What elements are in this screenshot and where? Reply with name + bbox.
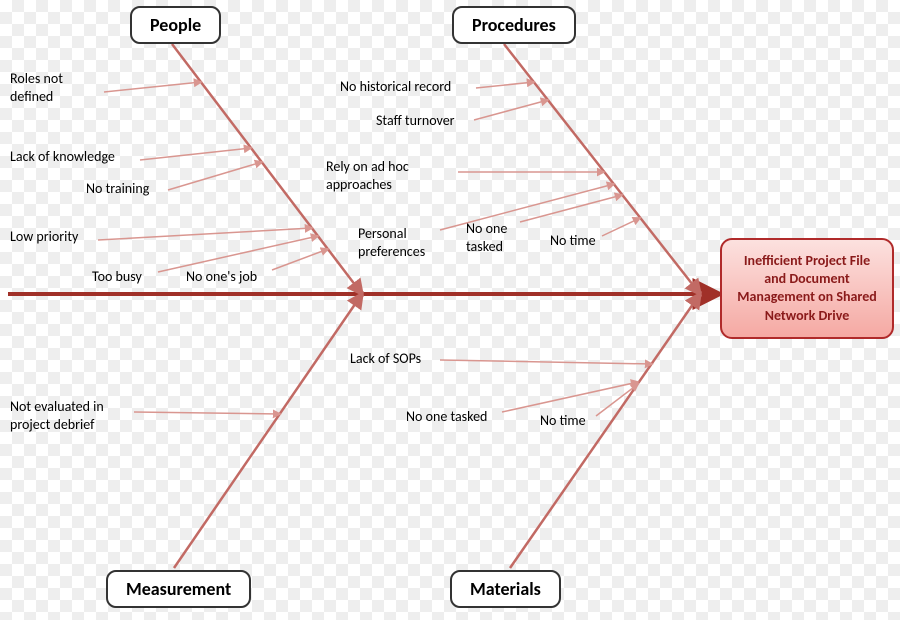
cause-label: No training	[86, 180, 149, 198]
cause-label: Lack of SOPs	[350, 350, 421, 368]
cause-label: Not evaluated in project debrief	[10, 398, 130, 433]
cause-label: Roles not defined	[10, 70, 90, 105]
cause-label: No one tasked	[466, 220, 526, 255]
cause-label: No time	[540, 412, 586, 430]
category-measurement: Measurement	[106, 570, 251, 608]
cause-label: No time	[550, 232, 596, 250]
cause-label: Staff turnover	[376, 112, 455, 130]
fishbone-diagram: People Procedures Measurement Materials …	[0, 0, 900, 620]
cause-label: Rely on ad hoc approaches	[326, 158, 446, 193]
effect-box: Inefficient Project File and Document Ma…	[720, 238, 894, 339]
cause-label: No one's job	[186, 268, 257, 286]
category-procedures: Procedures	[452, 6, 576, 44]
cause-label: No one tasked	[406, 408, 487, 426]
cause-label: Low priority	[10, 228, 78, 246]
cause-label: Lack of knowledge	[10, 148, 115, 166]
cause-label: Personal preferences	[358, 225, 450, 260]
category-people: People	[130, 6, 221, 44]
cause-label: No historical record	[340, 78, 451, 96]
category-materials: Materials	[450, 570, 561, 608]
cause-label: Too busy	[92, 268, 142, 286]
